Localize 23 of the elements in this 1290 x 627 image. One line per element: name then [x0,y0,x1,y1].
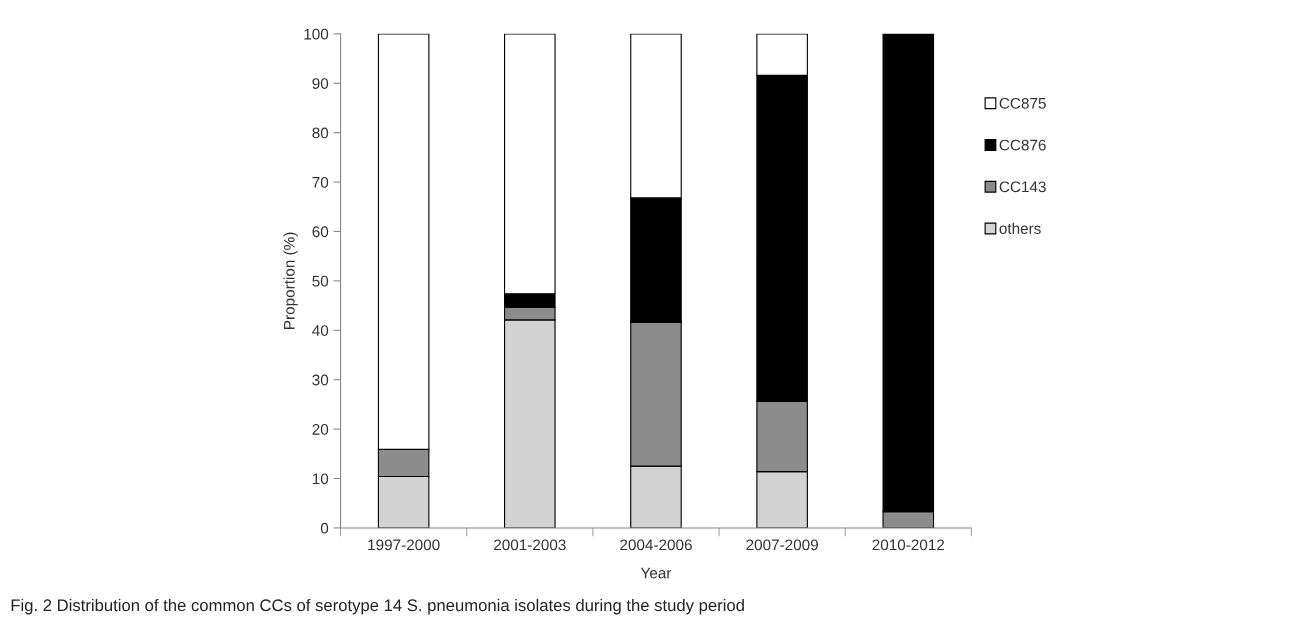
y-tick-label: 40 [312,325,329,336]
caption: Fig. 2 Distribution of the common CCs of serotype 14 S. pneumonia isolates during the study period [11,598,744,615]
x-tick-label: 1997-2000 [368,539,440,551]
legend-label: CC875 [999,97,1046,109]
y-tick-label: 80 [312,127,329,139]
y-tick-label: 30 [312,374,329,386]
legend-label: others [999,222,1041,234]
x-axis-title: Year [640,567,672,579]
y-tick-label: 90 [312,78,329,89]
x-tick-label: 2001-2003 [494,539,566,551]
x-tick-label: 2007-2009 [746,539,818,551]
y-tick-label: 50 [312,275,329,287]
y-tick-label: 60 [312,226,329,238]
x-tick-label: 2010-2012 [872,539,945,551]
x-tick-label: 2004-2006 [620,539,692,551]
legend-label: CC876 [999,139,1046,151]
y-tick-label: 100 [304,28,329,40]
y-tick-label: 20 [312,423,329,435]
y-tick-label: 70 [312,176,329,188]
y-axis-title: Proportion (%) [283,232,298,329]
y-tick-label: 0 [320,522,329,534]
legend-label: CC143 [999,181,1046,193]
y-tick-label: 10 [312,473,329,485]
